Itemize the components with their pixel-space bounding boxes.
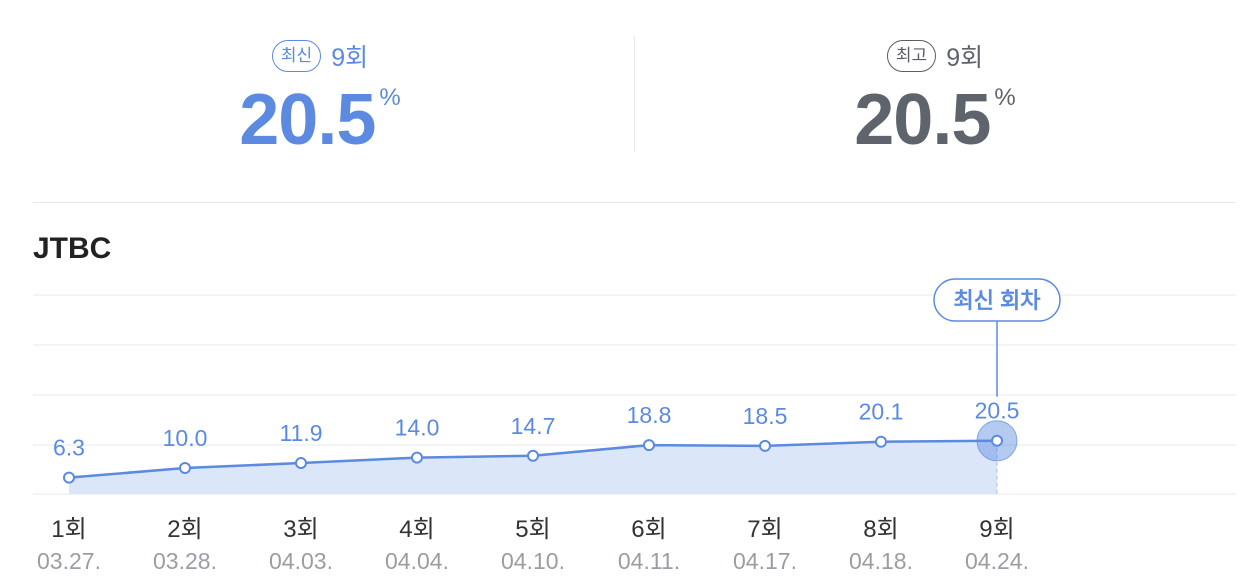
ratings-summary: 최신 9회 20.5 % 최고 9회 20.5 % xyxy=(0,0,1259,200)
data-point xyxy=(411,451,423,464)
data-point xyxy=(643,439,655,452)
x-tick-date: 04.03. xyxy=(269,548,333,574)
latest-rating: 최신 9회 20.5 % xyxy=(100,36,540,160)
x-tick-date: 04.24. xyxy=(965,548,1029,574)
data-point xyxy=(759,439,771,452)
data-label: 14.0 xyxy=(395,415,440,441)
data-point xyxy=(63,471,75,484)
data-point xyxy=(295,457,307,470)
x-tick-episode: 4회 xyxy=(399,516,434,543)
highlight-callout-box xyxy=(933,278,1061,322)
data-point xyxy=(875,435,887,448)
data-point xyxy=(527,449,539,462)
latest-value: 20.5 xyxy=(239,80,376,160)
highlight-callout-label: 최신 회차 xyxy=(953,288,1041,313)
x-tick-episode: 8회 xyxy=(863,516,898,543)
x-tick-episode: 9회 xyxy=(979,516,1014,543)
x-tick-date: 03.27. xyxy=(37,548,101,574)
x-tick-episode: 3회 xyxy=(283,516,318,543)
data-point xyxy=(179,462,191,474)
x-tick-date: 04.17. xyxy=(733,548,797,574)
best-value: 20.5 xyxy=(854,80,991,160)
data-label: 18.5 xyxy=(743,403,788,429)
best-unit: % xyxy=(994,84,1016,111)
series-area xyxy=(69,440,997,494)
data-label: 14.7 xyxy=(511,413,556,439)
x-tick-date: 04.18. xyxy=(849,548,913,574)
data-label: 10.0 xyxy=(163,425,208,451)
stats-divider xyxy=(634,36,635,152)
data-label: 6.3 xyxy=(53,435,85,461)
data-label: 20.1 xyxy=(859,399,904,425)
best-episode: 9회 xyxy=(946,44,984,72)
data-point xyxy=(991,434,1003,447)
data-label: 18.8 xyxy=(627,402,672,428)
best-badge: 최고 xyxy=(886,40,937,72)
latest-episode: 9회 xyxy=(331,44,369,72)
x-tick-episode: 2회 xyxy=(167,516,202,543)
x-tick-episode: 1회 xyxy=(51,516,86,543)
x-tick-episode: 7회 xyxy=(747,516,782,543)
data-label: 11.9 xyxy=(279,420,322,446)
x-tick-date: 03.28. xyxy=(153,548,217,574)
x-tick-date: 04.11. xyxy=(618,548,680,574)
channel-name: JTBC xyxy=(33,232,112,265)
data-label: 20.5 xyxy=(975,398,1020,424)
x-tick-date: 04.10. xyxy=(501,548,565,574)
section-divider xyxy=(33,202,1236,203)
x-tick-episode: 5회 xyxy=(515,516,550,543)
best-rating: 최고 9회 20.5 % xyxy=(715,36,1155,160)
latest-unit: % xyxy=(379,84,401,111)
x-tick-episode: 6회 xyxy=(631,516,666,543)
latest-badge: 최신 xyxy=(271,40,322,72)
x-tick-date: 04.04. xyxy=(385,548,449,574)
